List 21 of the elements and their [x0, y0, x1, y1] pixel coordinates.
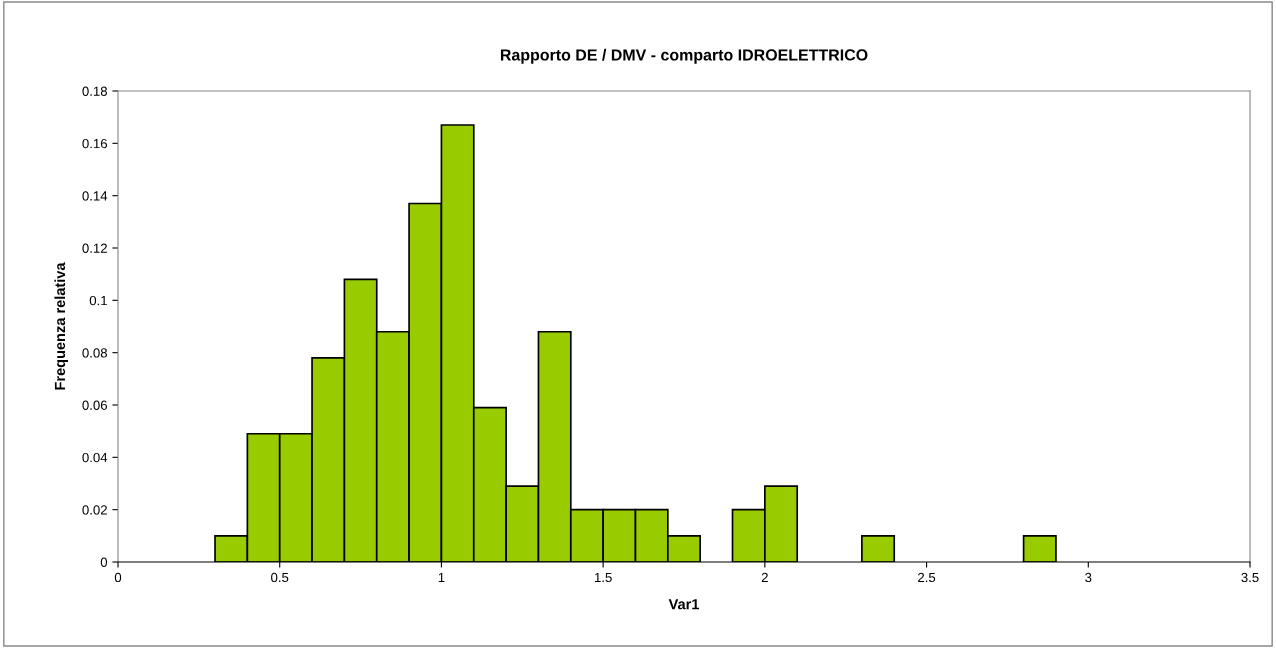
- chart-title: Rapporto DE / DMV - comparto IDROELETTRICO: [500, 48, 868, 64]
- y-tick-label: 0: [100, 557, 108, 567]
- x-tick-label: 1: [438, 572, 445, 582]
- y-tick-label: 0.16: [82, 138, 108, 149]
- y-axis-title: Frequenza relativa: [54, 262, 69, 390]
- x-tick-label: 0.5: [271, 572, 289, 583]
- y-tick-label: 0.1: [89, 295, 107, 306]
- y-tick-label: 0.18: [82, 86, 108, 96]
- y-tick-label: 0.04: [82, 452, 108, 463]
- x-tick-label: 2.5: [918, 572, 936, 583]
- x-tick-label: 3.5: [1241, 572, 1259, 583]
- y-tick-label: 0.08: [82, 348, 108, 358]
- x-tick-label: 3: [1085, 572, 1092, 583]
- y-tick-label: 0.14: [82, 191, 108, 201]
- y-tick-label: 0.12: [82, 243, 107, 253]
- y-tick-label: 0.02: [82, 505, 107, 515]
- x-tick-label: 0: [114, 572, 122, 583]
- x-axis-title: Var1: [668, 599, 699, 610]
- y-tick-label: 0.06: [82, 400, 108, 410]
- x-tick-label: 2: [761, 572, 768, 582]
- x-tick-label: 1.5: [594, 572, 612, 583]
